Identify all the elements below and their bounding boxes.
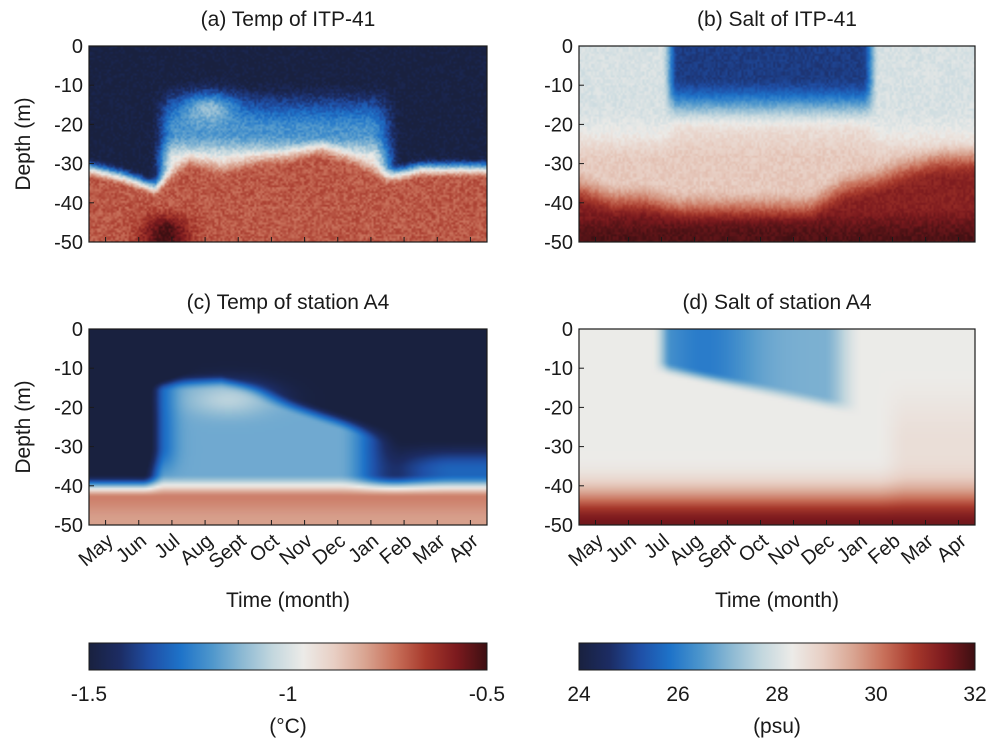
x-tick-label: Oct bbox=[246, 530, 284, 567]
y-tick-label: 0 bbox=[562, 319, 573, 341]
colorbar-tick-label: -1.5 bbox=[71, 683, 107, 706]
y-tick-label: -30 bbox=[54, 437, 83, 459]
y-tick-label: -50 bbox=[54, 232, 83, 254]
y-tick-label: 0 bbox=[72, 319, 83, 341]
panel-title: (c) Temp of station A4 bbox=[187, 291, 390, 314]
y-tick-label: -10 bbox=[54, 75, 83, 97]
y-tick-label: -20 bbox=[544, 397, 573, 419]
x-tick-label: Jul bbox=[150, 530, 184, 563]
axes-frame bbox=[578, 328, 976, 526]
x-axis-label: Time (month) bbox=[715, 589, 839, 612]
y-tick-label: -40 bbox=[54, 193, 83, 215]
y-tick-label: -40 bbox=[544, 476, 573, 498]
y-tick-label: -50 bbox=[544, 515, 573, 537]
y-tick-label: -10 bbox=[54, 358, 83, 380]
x-tick-label: Jun bbox=[112, 530, 151, 568]
panel-b-salt-itp41: (b) Salt of ITP-41 0 -10 -20 -30 -40 -50 bbox=[544, 8, 976, 254]
y-tick-label: -30 bbox=[544, 154, 573, 176]
x-tick-label: Sept bbox=[694, 530, 740, 574]
x-tick-label: Mar bbox=[409, 530, 450, 569]
y-axis-label: Depth (m) bbox=[12, 380, 35, 473]
axes-frame bbox=[578, 45, 976, 243]
x-tick-label: Mar bbox=[897, 530, 938, 569]
y-tick-label: 0 bbox=[562, 36, 573, 58]
heatmap-image bbox=[579, 46, 975, 242]
colorbar-label: (°C) bbox=[269, 715, 307, 738]
y-tick-label: -20 bbox=[54, 114, 83, 136]
x-tick-label: Jan bbox=[833, 530, 872, 568]
y-tick-label: -20 bbox=[54, 397, 83, 419]
colorbar-tick-label: 28 bbox=[765, 683, 788, 706]
x-tick-label: Feb bbox=[864, 530, 905, 569]
axes-frame bbox=[88, 45, 488, 243]
x-tick-label: Jun bbox=[602, 530, 641, 568]
colorbar-salinity: 24 26 28 30 32 (psu) bbox=[567, 642, 987, 738]
colorbar-gradient bbox=[88, 642, 488, 671]
x-tick-label: Sept bbox=[205, 530, 251, 574]
y-tick-label: -40 bbox=[54, 476, 83, 498]
y-tick-label: -20 bbox=[544, 114, 573, 136]
colorbar-temperature: -1.5 -1 -0.5 (°C) bbox=[71, 642, 505, 738]
y-tick-label: -50 bbox=[544, 232, 573, 254]
colorbar-tick-label: 24 bbox=[567, 683, 591, 706]
y-tick-label: -50 bbox=[54, 515, 83, 537]
panel-title: (b) Salt of ITP-41 bbox=[697, 8, 857, 31]
panel-a-temp-itp41: (a) Temp of ITP-41 0 -10 -20 -30 -40 -50 Dept… bbox=[12, 8, 488, 254]
x-tick-label: Nov bbox=[275, 530, 316, 570]
colorbar-tick-label: 30 bbox=[864, 683, 887, 706]
x-tick-label: Dec bbox=[309, 530, 350, 570]
x-tick-label: Apr bbox=[445, 530, 483, 567]
colorbar-tick-label: 26 bbox=[666, 683, 689, 706]
axes-frame bbox=[88, 328, 488, 526]
x-tick-label: Apr bbox=[933, 530, 971, 567]
heatmap-image bbox=[89, 329, 487, 525]
y-tick-label: -10 bbox=[544, 75, 573, 97]
y-tick-label: -10 bbox=[544, 358, 573, 380]
x-tick-label: Feb bbox=[376, 530, 417, 569]
colorbar-tick-label: -0.5 bbox=[469, 683, 505, 706]
colorbar-tick-label: 32 bbox=[963, 683, 986, 706]
x-tick-label: Jan bbox=[344, 530, 383, 568]
heatmap-image bbox=[579, 329, 975, 525]
y-tick-label: -30 bbox=[544, 437, 573, 459]
y-axis-label: Depth (m) bbox=[12, 97, 35, 190]
y-tick-label: -30 bbox=[54, 154, 83, 176]
colorbar-gradient bbox=[578, 642, 976, 671]
x-tick-label: Oct bbox=[735, 530, 773, 567]
panel-d-salt-station-a4: (d) Salt of station A4 0 -10 -20 -30 -40 -50 M… bbox=[544, 291, 976, 612]
colorbar-label: (psu) bbox=[753, 715, 801, 738]
colorbar-tick-label: -1 bbox=[279, 683, 298, 706]
heatmap-image bbox=[89, 46, 487, 242]
x-axis-label: Time (month) bbox=[226, 589, 350, 612]
panel-title: (a) Temp of ITP-41 bbox=[201, 8, 376, 31]
panel-c-temp-station-a4: (c) Temp of station A4 0 -10 -20 -30 -40 -50 M… bbox=[12, 291, 488, 612]
panel-title: (d) Salt of station A4 bbox=[682, 291, 871, 314]
y-tick-label: 0 bbox=[72, 36, 83, 58]
y-tick-label: -40 bbox=[544, 193, 573, 215]
